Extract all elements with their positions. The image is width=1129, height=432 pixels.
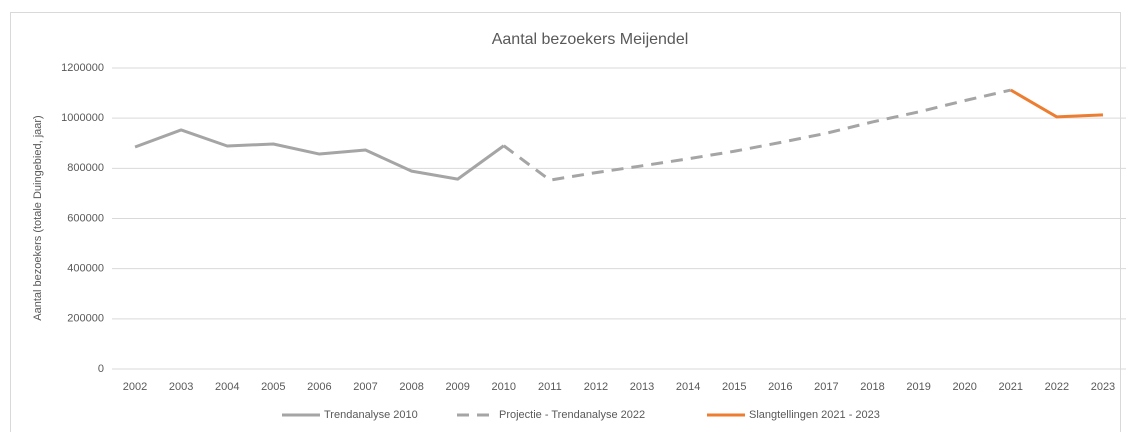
- x-tick-label: 2011: [538, 381, 562, 393]
- y-axis-label: Aantal bezoekers (totale Duingebied, jaa…: [32, 115, 44, 320]
- y-tick-label: 0: [98, 363, 104, 375]
- x-tick-label: 2008: [399, 381, 423, 393]
- x-tick-label: 2020: [952, 381, 976, 393]
- x-tick-label: 2009: [445, 381, 469, 393]
- x-tick-label: 2013: [630, 381, 654, 393]
- y-tick-label: 1200000: [61, 62, 104, 74]
- y-tick-label: 400000: [67, 263, 104, 275]
- x-tick-label: 2005: [261, 381, 285, 393]
- y-tick-label: 200000: [67, 313, 104, 325]
- legend-label: Slangtellingen 2021 - 2023: [749, 409, 880, 421]
- x-tick-label: 2017: [814, 381, 838, 393]
- x-tick-label: 2010: [492, 381, 516, 393]
- x-tick-label: 2022: [1045, 381, 1069, 393]
- x-tick-label: 2004: [215, 381, 239, 393]
- chart-title: Aantal bezoekers Meijendel: [492, 31, 689, 48]
- line-series: [502, 88, 1012, 182]
- x-tick-label: 2019: [906, 381, 930, 393]
- x-tick-label: 2012: [584, 381, 608, 393]
- x-tick-label: 2014: [676, 381, 700, 393]
- line-series: [1010, 88, 1104, 119]
- line-series: [134, 128, 505, 181]
- y-tick-label: 1000000: [61, 112, 104, 124]
- x-tick-label: 2002: [123, 381, 147, 393]
- x-tick-label: 2015: [722, 381, 746, 393]
- legend-label: Trendanalyse 2010: [324, 409, 418, 421]
- x-tick-label: 2021: [999, 381, 1023, 393]
- x-tick-label: 2006: [307, 381, 331, 393]
- x-tick-label: 2018: [860, 381, 884, 393]
- legend-label: Projectie - Trendanalyse 2022: [499, 409, 645, 421]
- y-tick-label: 800000: [67, 162, 104, 174]
- x-tick-label: 2023: [1091, 381, 1115, 393]
- chart-frame: [10, 12, 1121, 432]
- y-tick-label: 600000: [67, 212, 104, 224]
- x-tick-label: 2016: [768, 381, 792, 393]
- x-tick-label: 2007: [353, 381, 377, 393]
- x-tick-label: 2003: [169, 381, 193, 393]
